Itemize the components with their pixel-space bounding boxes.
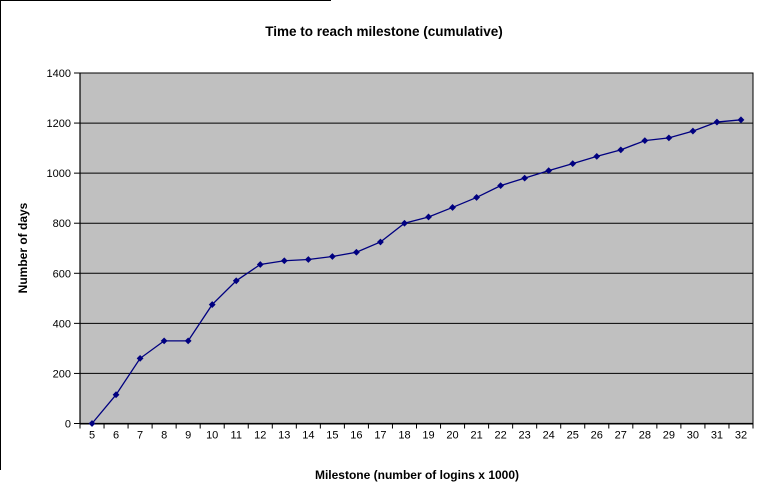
x-tick-label: 13 bbox=[278, 430, 290, 442]
y-axis-ticks bbox=[74, 72, 80, 424]
plot-area bbox=[79, 72, 754, 425]
data-point-marker bbox=[377, 238, 384, 246]
x-tick-label: 24 bbox=[543, 430, 555, 442]
data-point-marker bbox=[208, 301, 216, 308]
x-tick-label: 19 bbox=[422, 430, 434, 442]
gridlines bbox=[80, 72, 753, 374]
x-tick-label: 15 bbox=[326, 430, 338, 442]
data-point-marker bbox=[713, 118, 721, 126]
y-tick-label: 600 bbox=[53, 268, 71, 280]
frame-edge-top bbox=[0, 0, 331, 1]
x-tick-label: 32 bbox=[735, 430, 747, 442]
x-tick-label: 14 bbox=[302, 430, 314, 442]
x-tick-label: 16 bbox=[350, 430, 362, 442]
x-tick-label: 30 bbox=[687, 430, 699, 442]
data-point-marker bbox=[545, 167, 553, 175]
data-point-marker bbox=[136, 355, 144, 362]
y-tick-label: 400 bbox=[53, 318, 71, 330]
data-point-marker bbox=[280, 257, 288, 265]
x-tick-label: 18 bbox=[398, 430, 410, 442]
data-point-marker bbox=[617, 146, 625, 154]
data-point-marker bbox=[665, 134, 673, 142]
x-tick-label: 7 bbox=[137, 430, 143, 442]
frame-edge-left bbox=[0, 0, 1, 470]
x-tick-label: 31 bbox=[711, 430, 723, 442]
data-point-marker bbox=[401, 219, 408, 227]
x-tick-label: 17 bbox=[374, 430, 386, 442]
y-tick-label: 200 bbox=[53, 368, 71, 380]
data-point-marker bbox=[232, 277, 240, 285]
x-tick-label: 22 bbox=[495, 430, 507, 442]
data-point-marker bbox=[569, 160, 577, 168]
x-tick-label: 8 bbox=[161, 430, 167, 442]
data-point-marker bbox=[449, 204, 456, 211]
x-tick-label: 28 bbox=[639, 430, 651, 442]
data-point-marker bbox=[425, 213, 432, 221]
data-point-marker bbox=[112, 391, 120, 399]
x-tick-label: 29 bbox=[663, 430, 675, 442]
x-tick-label: 25 bbox=[567, 430, 579, 442]
data-point-marker bbox=[256, 261, 264, 268]
data-point-marker bbox=[328, 253, 336, 260]
data-point-marker bbox=[160, 337, 168, 345]
x-tick-label: 11 bbox=[231, 430, 242, 442]
x-tick-label: 9 bbox=[185, 430, 191, 442]
y-tick-label: 1400 bbox=[47, 68, 71, 80]
x-axis-title: Milestone (number of logins x 1000) bbox=[315, 468, 519, 482]
data-point-marker bbox=[593, 152, 601, 160]
data-point-marker bbox=[304, 256, 312, 263]
x-axis-ticks bbox=[79, 423, 754, 429]
y-axis-title: Number of days bbox=[16, 202, 30, 293]
data-point-marker bbox=[521, 174, 529, 182]
data-line bbox=[91, 119, 742, 424]
x-tick-label: 26 bbox=[591, 430, 603, 442]
y-tick-label: 800 bbox=[53, 218, 71, 230]
data-point-marker bbox=[88, 420, 96, 427]
data-point-marker bbox=[737, 116, 745, 124]
y-tick-label: 1000 bbox=[47, 168, 71, 180]
x-tick-label: 27 bbox=[615, 430, 627, 442]
x-tick-label: 21 bbox=[470, 430, 482, 442]
data-point-marker bbox=[689, 127, 697, 135]
data-point-marker bbox=[184, 337, 192, 345]
data-point-marker bbox=[353, 248, 360, 256]
x-axis-tick-labels: 5 6 7 8 9 10 11 12 13 14 15 16 17 18 19 20 21 22 23 24 25 26 2… bbox=[89, 430, 747, 442]
x-tick-label: 6 bbox=[113, 430, 119, 442]
y-axis-tick-labels: 0 200 400 600 800 1000 1200 1400 bbox=[47, 68, 71, 431]
y-tick-label: 0 bbox=[65, 419, 71, 431]
data-point-marker bbox=[473, 194, 480, 201]
x-tick-label: 10 bbox=[206, 430, 218, 442]
x-tick-label: 5 bbox=[89, 430, 95, 442]
data-point-marker bbox=[497, 182, 505, 190]
data-point-marker bbox=[641, 137, 649, 144]
x-tick-label: 20 bbox=[446, 430, 458, 442]
x-tick-label: 23 bbox=[519, 430, 531, 442]
y-tick-label: 1200 bbox=[47, 118, 71, 130]
chart-title: Time to reach milestone (cumulative) bbox=[265, 24, 503, 39]
x-tick-label: 12 bbox=[254, 430, 266, 442]
data-point-markers bbox=[88, 116, 745, 427]
